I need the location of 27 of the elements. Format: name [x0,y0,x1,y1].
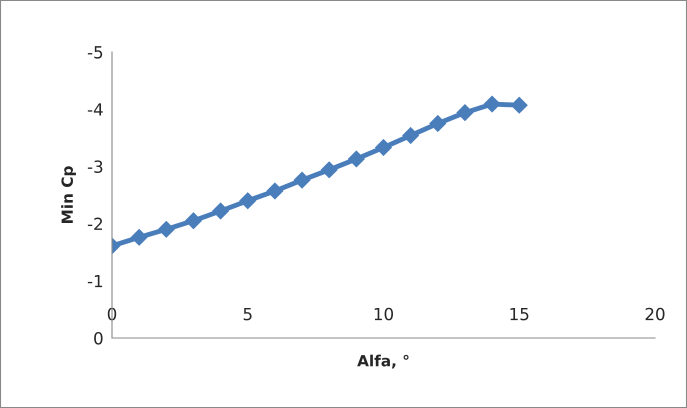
point [320,161,338,178]
point [510,96,528,114]
y-tick-label: -2 [88,218,102,230]
point [266,182,284,200]
x-tick-label: 5 [244,308,252,320]
point [456,104,474,122]
point [402,127,420,144]
point [130,228,148,246]
x-tick-label: 10 [374,308,393,320]
y-tick-label: -1 [88,274,102,288]
point [239,192,256,210]
y-tick-label: -5 [88,46,102,59]
point [185,212,202,230]
point [158,220,175,238]
x-axis-title: Alfa, ° [357,354,409,368]
y-axis-title: Min Cp [61,166,76,223]
point [294,172,310,189]
x-tick-label: 20 [646,308,664,320]
point [429,115,446,132]
x-tick-label: 15 [510,308,528,320]
point [212,202,229,220]
y-tick-label: -3 [88,160,102,173]
point [348,150,365,168]
y-tick-label: 0 [94,332,103,345]
point [375,139,392,156]
point [484,96,500,112]
y-tick-label: -4 [88,103,103,116]
